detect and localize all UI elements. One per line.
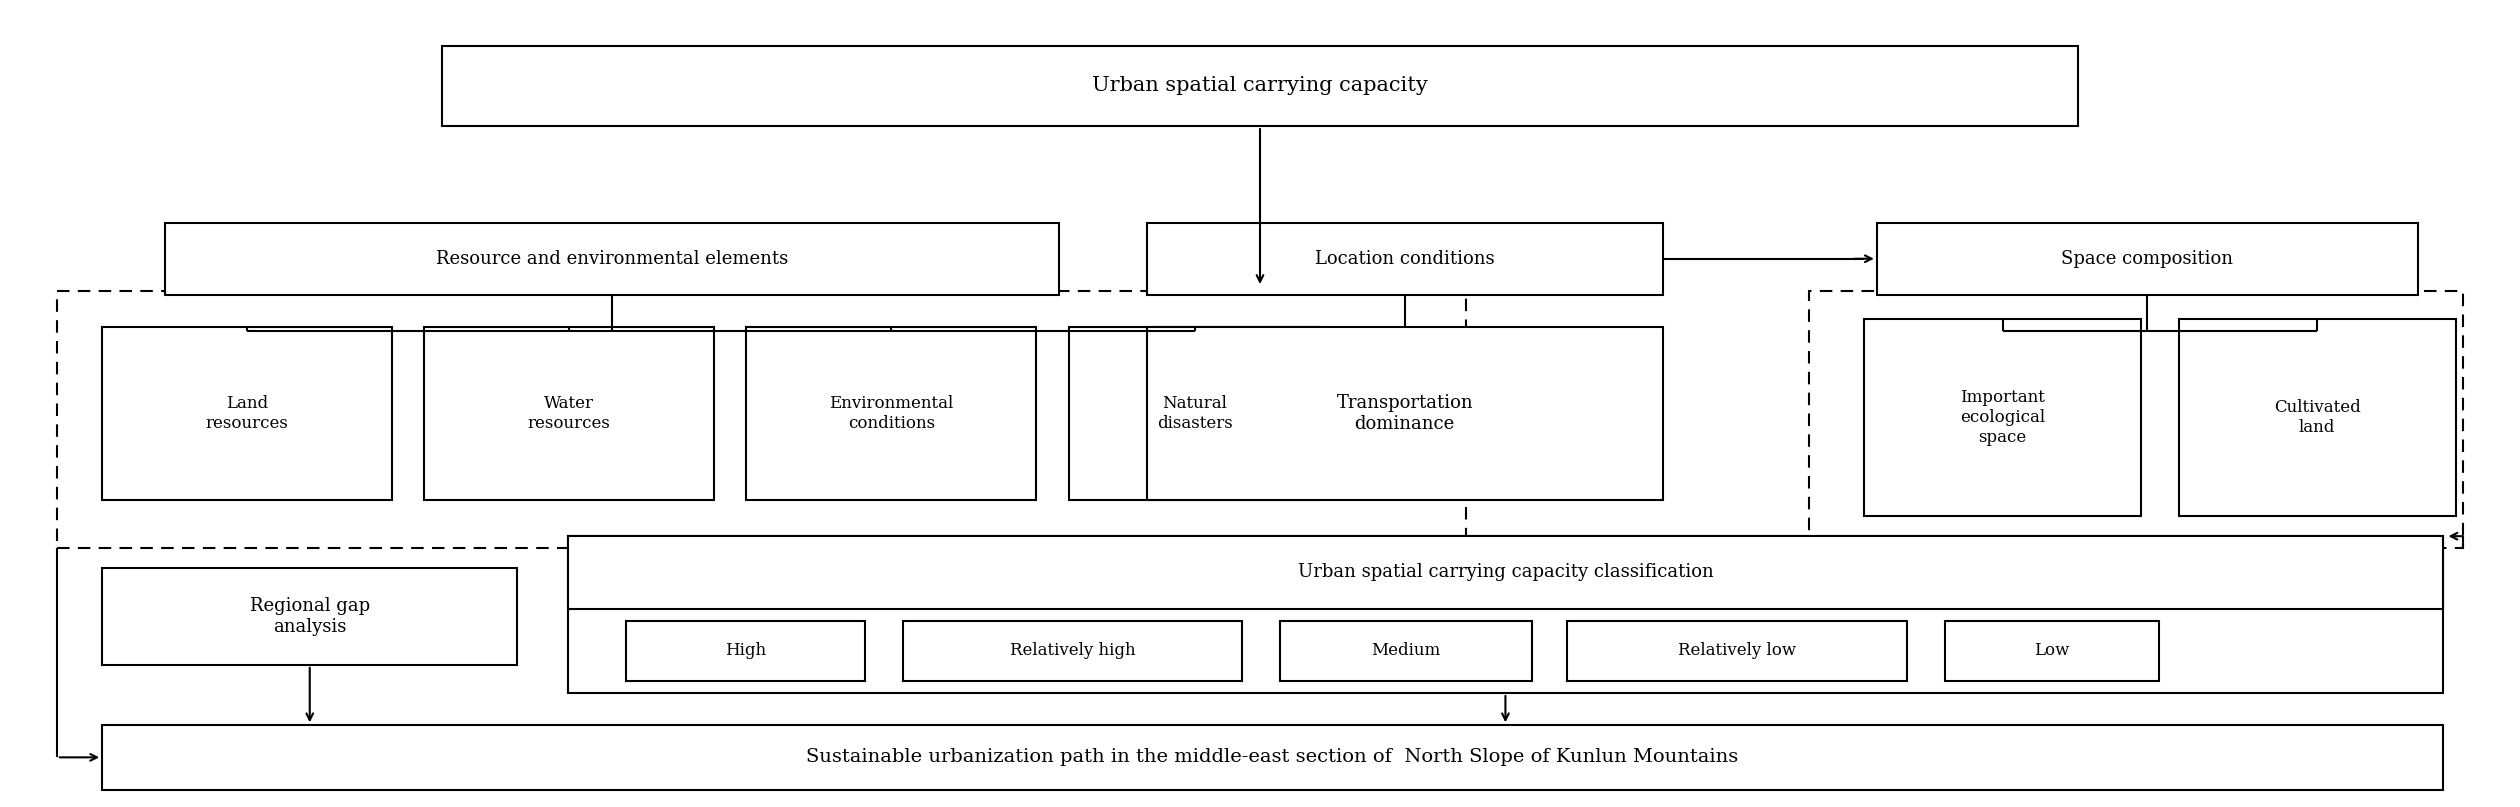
FancyBboxPatch shape (1147, 223, 1663, 295)
Text: Transportation
dominance: Transportation dominance (1336, 394, 1474, 433)
Text: Regional gap
analysis: Regional gap analysis (249, 597, 370, 636)
FancyBboxPatch shape (567, 536, 2442, 693)
Text: Low: Low (2034, 642, 2069, 659)
Text: Sustainable urbanization path in the middle-east section of  North Slope of Kunl: Sustainable urbanization path in the mid… (806, 748, 1739, 767)
FancyBboxPatch shape (567, 536, 2442, 608)
FancyBboxPatch shape (902, 621, 1242, 681)
FancyBboxPatch shape (625, 621, 864, 681)
FancyBboxPatch shape (2180, 319, 2454, 516)
Text: Natural
disasters: Natural disasters (1157, 395, 1232, 432)
FancyBboxPatch shape (1567, 621, 1908, 681)
FancyBboxPatch shape (1280, 621, 1532, 681)
Text: Relatively low: Relatively low (1678, 642, 1797, 659)
Text: Cultivated
land: Cultivated land (2273, 399, 2361, 436)
Text: Water
resources: Water resources (527, 395, 610, 432)
Text: Relatively high: Relatively high (1011, 642, 1137, 659)
FancyBboxPatch shape (441, 46, 2079, 126)
FancyBboxPatch shape (746, 327, 1036, 500)
FancyBboxPatch shape (1147, 327, 1663, 500)
Text: Land
resources: Land resources (207, 395, 287, 432)
FancyBboxPatch shape (1945, 621, 2160, 681)
FancyBboxPatch shape (1865, 319, 2142, 516)
FancyBboxPatch shape (423, 327, 713, 500)
Text: Important
ecological
space: Important ecological space (1961, 390, 2046, 445)
FancyBboxPatch shape (103, 725, 2442, 789)
FancyBboxPatch shape (164, 223, 1058, 295)
Text: Medium: Medium (1371, 642, 1441, 659)
FancyBboxPatch shape (103, 327, 391, 500)
FancyBboxPatch shape (1877, 223, 2417, 295)
Text: Space composition: Space composition (2061, 249, 2233, 268)
Text: Environmental
conditions: Environmental conditions (829, 395, 953, 432)
Text: Location conditions: Location conditions (1315, 249, 1494, 268)
Text: High: High (726, 642, 766, 659)
Text: Resource and environmental elements: Resource and environmental elements (436, 249, 789, 268)
FancyBboxPatch shape (103, 568, 517, 665)
Text: Urban spatial carrying capacity: Urban spatial carrying capacity (1091, 77, 1429, 95)
Text: Urban spatial carrying capacity classification: Urban spatial carrying capacity classifi… (1298, 563, 1714, 581)
FancyBboxPatch shape (1068, 327, 1320, 500)
